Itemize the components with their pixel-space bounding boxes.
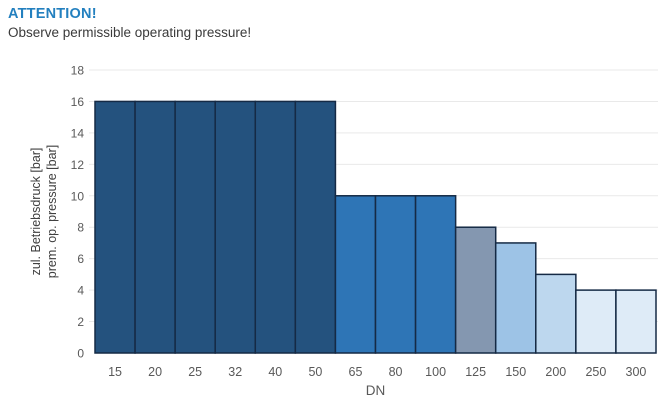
y-tick-label: 2 (77, 315, 84, 329)
y-tick-label: 4 (77, 284, 84, 298)
bar-dn-65 (334, 195, 377, 354)
x-tick-label: 65 (349, 365, 363, 379)
x-axis-title: DN (366, 383, 386, 398)
y-tick-label: 14 (71, 126, 85, 140)
x-tick-label: 32 (228, 365, 242, 379)
bar-dn-50 (294, 100, 337, 354)
bar-dn-250 (575, 289, 617, 354)
pressure-bar-chart: 0 2 4 6 8 10 12 14 16 18 15 20 25 32 40 50 65 80 100 125 150… (29, 64, 658, 398)
x-tick-label: 150 (505, 365, 526, 379)
y-tick-label: 0 (77, 347, 84, 361)
y-axis-title-de: zul. Betriebsdruck [bar] (29, 148, 43, 276)
x-tick-label: 300 (626, 365, 647, 379)
attention-title: ATTENTION! (8, 6, 97, 22)
bar-dn-25 (174, 100, 216, 354)
bar-dn-80 (374, 195, 417, 354)
x-tick-label: 15 (108, 365, 122, 379)
bar-dn-300 (615, 289, 657, 354)
x-tick-label: 20 (148, 365, 162, 379)
y-tick-label: 6 (77, 252, 84, 266)
bar-dn-125 (454, 226, 497, 354)
y-tick-label: 12 (71, 158, 85, 172)
y-tick-label: 18 (71, 64, 85, 78)
x-tick-label: 40 (268, 365, 282, 379)
x-tick-label: 100 (425, 365, 446, 379)
bar-dn-15 (94, 100, 136, 354)
attention-header: ATTENTION! Observe permissible operating… (8, 6, 251, 40)
x-tick-label: 125 (465, 365, 486, 379)
bar-dn-150 (494, 242, 537, 354)
y-axis-title-en: prem. op. pressure [bar] (45, 145, 59, 278)
x-tick-label: 80 (389, 365, 403, 379)
bar-dn-100 (414, 195, 457, 354)
bar-dn-40 (254, 100, 297, 354)
x-tick-label: 50 (308, 365, 322, 379)
chart-area: 0 2 4 6 8 10 12 14 16 18 15 20 25 32 40 50 65 80 100 125 150… (0, 55, 664, 400)
bar-dn-20 (134, 100, 176, 354)
y-tick-label: 8 (77, 221, 84, 235)
x-tick-label: 250 (585, 365, 606, 379)
y-tick-label: 10 (71, 189, 85, 203)
x-tick-label: 200 (545, 365, 566, 379)
bar-dn-200 (535, 273, 577, 354)
x-tick-label: 25 (188, 365, 202, 379)
y-tick-label: 16 (71, 95, 85, 109)
attention-subtitle: Observe permissible operating pressure! (8, 25, 252, 40)
bar-dn-32 (214, 100, 257, 354)
